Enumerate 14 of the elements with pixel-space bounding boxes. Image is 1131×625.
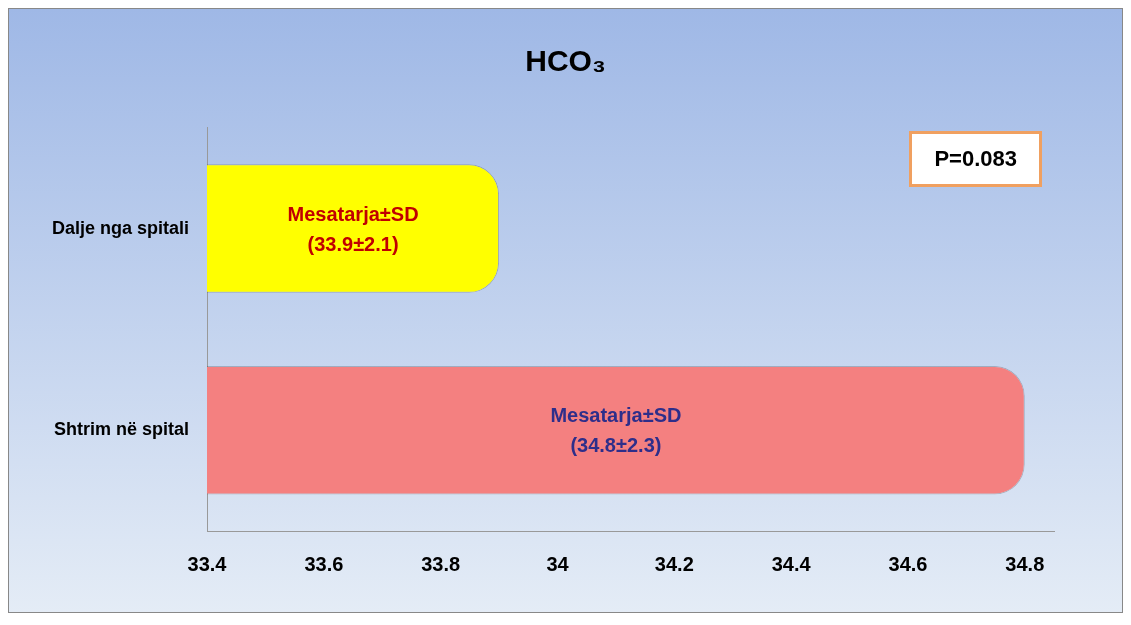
data-label: Mesatarja±SD (34.8±2.3)	[550, 403, 682, 459]
y-tick-label: Dalje nga spitali	[51, 217, 190, 238]
x-tick-label: 33.8	[421, 552, 461, 575]
data-label: Mesatarja±SD (33.9±2.1)	[287, 201, 419, 257]
x-tick-label: 33.4	[187, 552, 228, 575]
chart-title: HCO₃	[524, 44, 607, 78]
x-tick-label: 34.4	[771, 552, 812, 575]
x-tick-label: 34.6	[888, 552, 928, 575]
annotation: P=0.083	[909, 131, 1042, 187]
x-tick-label: 34.8	[1005, 552, 1045, 575]
y-tick-label: Shtrim në spital	[54, 419, 190, 440]
x-tick-label: 34.2	[654, 552, 694, 575]
x-tick-label: 34	[546, 552, 570, 575]
x-tick-label: 33.6	[304, 552, 344, 575]
